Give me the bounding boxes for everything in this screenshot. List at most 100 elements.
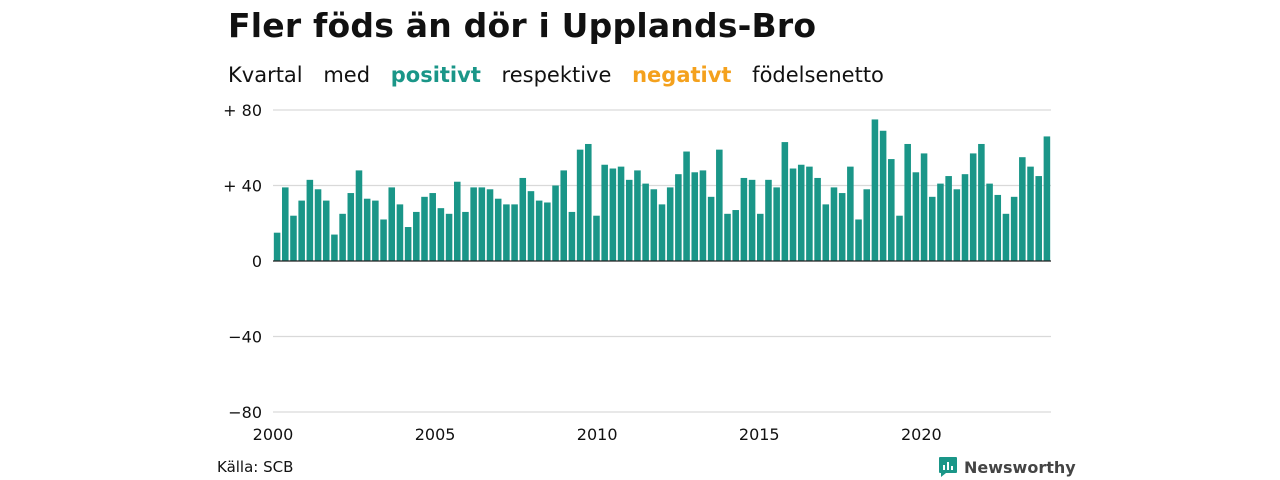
subtitle-negative: negativt bbox=[632, 63, 732, 87]
bar bbox=[904, 143, 911, 261]
bar bbox=[789, 168, 797, 261]
bar bbox=[830, 187, 838, 261]
subtitle-word: respektive bbox=[501, 63, 612, 87]
bar bbox=[765, 179, 772, 261]
bar bbox=[1002, 213, 1010, 261]
bar bbox=[642, 183, 649, 261]
bar bbox=[322, 200, 330, 261]
x-axis: 2000 2005 2010 2015 2020 bbox=[253, 425, 942, 444]
bar bbox=[781, 142, 789, 261]
bar bbox=[1043, 136, 1051, 261]
subtitle-word: med bbox=[323, 63, 371, 87]
bar bbox=[822, 204, 830, 262]
bar bbox=[773, 187, 780, 261]
bar bbox=[757, 213, 764, 261]
bar bbox=[969, 153, 977, 261]
bar bbox=[462, 211, 469, 261]
bar bbox=[814, 177, 821, 261]
bar bbox=[339, 213, 346, 261]
bar bbox=[1019, 157, 1026, 261]
bar bbox=[928, 196, 936, 261]
bar bbox=[290, 215, 297, 261]
chart-subtitle: Kvartal med positivt respektive negativt… bbox=[228, 63, 898, 87]
bar bbox=[486, 189, 494, 261]
bar bbox=[937, 183, 944, 261]
bar bbox=[445, 213, 453, 261]
bar bbox=[838, 193, 846, 261]
bar bbox=[363, 198, 371, 261]
bar bbox=[519, 177, 527, 261]
bar bbox=[847, 166, 854, 262]
bar bbox=[552, 185, 559, 261]
bar bbox=[331, 234, 338, 261]
subtitle-word: Kvartal bbox=[228, 63, 303, 87]
y-tick-label: 0 bbox=[252, 252, 262, 271]
bar bbox=[994, 194, 1002, 261]
bar bbox=[593, 215, 600, 261]
bar bbox=[355, 170, 363, 261]
bar bbox=[683, 151, 690, 261]
x-tick-label: 2015 bbox=[739, 425, 780, 444]
y-tick-label: + 40 bbox=[223, 177, 262, 196]
bar bbox=[806, 166, 813, 262]
bar bbox=[1010, 196, 1018, 261]
bar bbox=[863, 189, 871, 261]
bar bbox=[945, 176, 952, 261]
brand-name: Newsworthy bbox=[964, 457, 1076, 477]
newsworthy-logo-icon bbox=[939, 457, 957, 477]
y-axis: + 80 + 40 0 −40 −80 bbox=[223, 101, 262, 422]
bar bbox=[699, 170, 707, 261]
bar bbox=[666, 187, 674, 261]
bar bbox=[503, 204, 510, 262]
x-tick-label: 2005 bbox=[415, 425, 456, 444]
x-tick-label: 2000 bbox=[253, 425, 294, 444]
bar bbox=[314, 189, 322, 261]
bar bbox=[437, 208, 445, 261]
bar bbox=[544, 202, 551, 261]
bar bbox=[576, 149, 584, 261]
bar bbox=[724, 213, 731, 261]
bar bbox=[986, 183, 993, 261]
bar bbox=[453, 181, 461, 261]
bar bbox=[1035, 176, 1042, 261]
x-tick-label: 2010 bbox=[577, 425, 618, 444]
bar bbox=[372, 200, 379, 261]
bar bbox=[601, 164, 608, 261]
bar bbox=[716, 149, 723, 261]
bar bbox=[380, 219, 387, 261]
bar bbox=[396, 204, 404, 262]
subtitle-word: födelsenetto bbox=[752, 63, 884, 87]
bar bbox=[470, 187, 477, 261]
bar bbox=[568, 211, 576, 261]
bar bbox=[953, 189, 961, 261]
bar bbox=[625, 179, 633, 261]
bar bbox=[298, 200, 305, 261]
bar bbox=[920, 153, 928, 261]
bar bbox=[527, 191, 535, 261]
bar bbox=[871, 119, 879, 261]
bar bbox=[388, 187, 396, 261]
brand[interactable]: Newsworthy bbox=[938, 456, 1076, 478]
bar bbox=[421, 196, 428, 261]
bar bbox=[961, 174, 969, 261]
bar bbox=[282, 187, 289, 261]
bars bbox=[273, 119, 1051, 262]
bar bbox=[609, 168, 617, 261]
bar bbox=[748, 179, 756, 261]
y-tick-label: + 80 bbox=[223, 101, 262, 120]
bar bbox=[912, 172, 920, 261]
source-label: Källa: SCB bbox=[217, 458, 294, 476]
bar bbox=[634, 170, 641, 261]
bar bbox=[478, 187, 486, 261]
bar bbox=[732, 210, 739, 261]
bar bbox=[691, 172, 699, 261]
bar bbox=[879, 130, 887, 261]
bar bbox=[404, 227, 412, 261]
bar bbox=[413, 211, 420, 261]
y-tick-label: −40 bbox=[228, 328, 262, 347]
bar bbox=[740, 177, 748, 261]
bar bbox=[511, 204, 518, 262]
bar bbox=[617, 166, 625, 262]
chart-title: Fler föds än dör i Upplands-Bro bbox=[228, 6, 817, 45]
